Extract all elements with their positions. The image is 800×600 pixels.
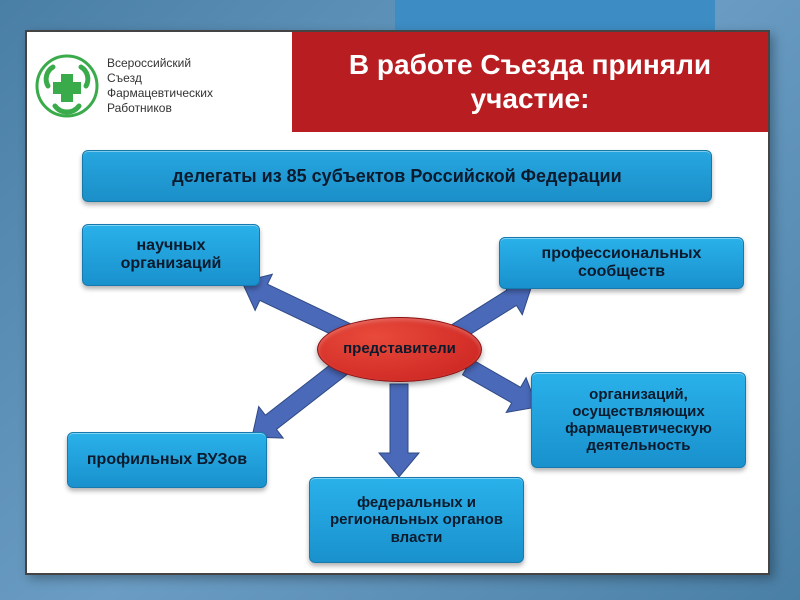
logo-line-3: Фармацевтических (107, 86, 213, 101)
leaf-scientific-orgs: научных организаций (82, 224, 260, 286)
leaf-label: профильных ВУЗов (87, 451, 247, 469)
title-band: В работе Съезда приняли участие: (292, 32, 768, 132)
leaf-government-bodies: федеральных и региональных органов власт… (309, 477, 524, 563)
leaf-professional-communities: профессиональных сообществ (499, 237, 744, 289)
delegates-box: делегаты из 85 субъектов Российской Феде… (82, 150, 712, 202)
logo-line-4: Работников (107, 101, 213, 116)
leaf-label: научных организаций (89, 237, 253, 274)
leaf-label: профессиональных сообществ (506, 245, 737, 282)
page-title: В работе Съезда приняли участие: (302, 48, 758, 115)
logo-text: Всероссийский Съезд Фармацевтических Раб… (107, 56, 213, 116)
leaf-label: организаций, осуществляющих фармацевтиче… (538, 386, 739, 455)
logo-line-2: Съезд (107, 71, 213, 86)
slide-card: Всероссийский Съезд Фармацевтических Раб… (25, 30, 770, 575)
center-node: представители (317, 317, 482, 382)
logo-area: Всероссийский Съезд Фармацевтических Раб… (35, 40, 290, 132)
leaf-universities: профильных ВУЗов (67, 432, 267, 488)
congress-logo-icon (35, 54, 99, 118)
top-accent-bar (395, 0, 715, 30)
center-label: представители (343, 341, 456, 358)
leaf-label: федеральных и региональных органов власт… (316, 494, 517, 546)
leaf-pharma-orgs: организаций, осуществляющих фармацевтиче… (531, 372, 746, 468)
delegates-text: делегаты из 85 субъектов Российской Феде… (172, 166, 621, 187)
logo-line-1: Всероссийский (107, 56, 213, 71)
